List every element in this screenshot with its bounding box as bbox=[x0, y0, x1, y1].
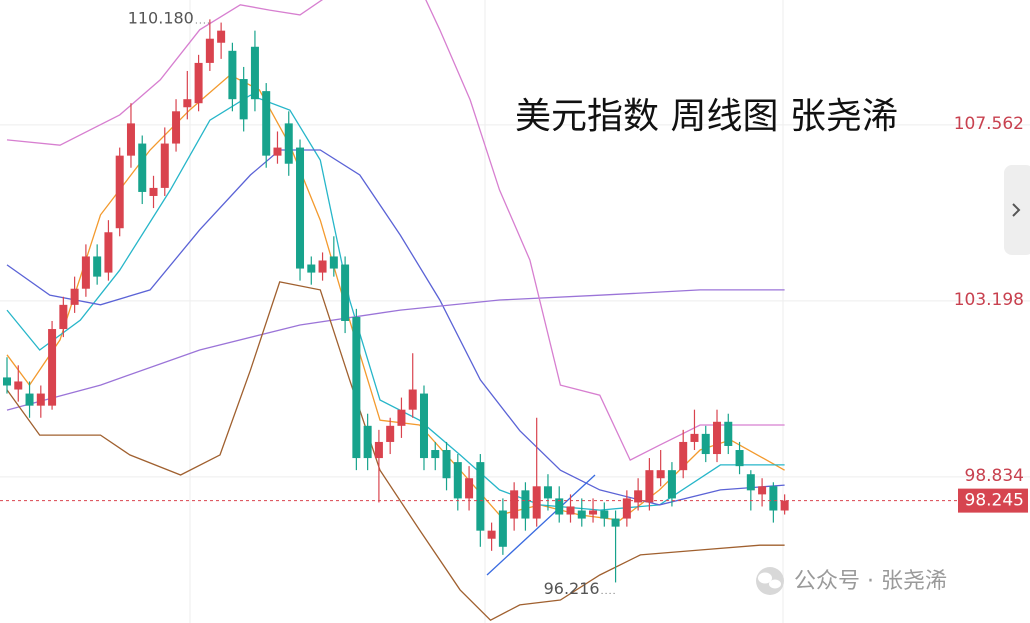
indicator-line bbox=[6, 0, 785, 461]
candle-body bbox=[566, 506, 575, 515]
candle-body bbox=[217, 30, 226, 43]
candle-body bbox=[724, 421, 733, 446]
grid bbox=[0, 124, 1030, 478]
candles bbox=[3, 19, 789, 583]
candle-body bbox=[318, 260, 327, 273]
price-badge bbox=[958, 488, 1028, 513]
indicator-line bbox=[6, 94, 785, 511]
side-toggle[interactable] bbox=[1004, 165, 1030, 255]
indicator-line bbox=[6, 289, 785, 411]
candle-body bbox=[577, 510, 586, 519]
candle-body bbox=[296, 147, 305, 269]
chart-title: 美元指数 周线图 张尧浠 bbox=[515, 96, 898, 137]
y-tick-label: 98.834 bbox=[965, 466, 1024, 486]
y-tick-label: 107.562 bbox=[954, 114, 1024, 134]
candle-body bbox=[645, 470, 654, 503]
candle-body bbox=[476, 462, 485, 531]
high-label: 110.180 bbox=[128, 9, 194, 28]
indicator-lines bbox=[6, 0, 785, 621]
candle-body bbox=[194, 62, 203, 104]
candle-body bbox=[284, 123, 293, 164]
candle-body bbox=[93, 256, 102, 277]
candle-body bbox=[205, 38, 214, 63]
candle-body bbox=[59, 304, 68, 330]
candle-body bbox=[622, 498, 631, 519]
candle-body bbox=[589, 510, 598, 515]
indicator-line bbox=[6, 74, 785, 521]
candle-body bbox=[341, 264, 350, 321]
indicator-line bbox=[6, 281, 785, 621]
candle-body bbox=[183, 99, 192, 108]
candle-body bbox=[329, 256, 338, 269]
candle-body bbox=[780, 500, 789, 511]
candle-body bbox=[555, 498, 564, 515]
candle-body bbox=[634, 490, 643, 503]
price-badge-label: 98.245 bbox=[965, 491, 1024, 511]
candle-body bbox=[408, 389, 417, 410]
candle-body bbox=[374, 441, 383, 459]
candle-body bbox=[126, 123, 135, 156]
candle-body bbox=[769, 486, 778, 511]
candle-body bbox=[690, 433, 699, 442]
candle-body bbox=[228, 50, 237, 100]
candle-body bbox=[386, 425, 395, 442]
candle-body bbox=[510, 490, 519, 519]
candle-body bbox=[70, 288, 79, 305]
candle-body bbox=[149, 187, 158, 196]
candle-body bbox=[36, 393, 45, 406]
candle-body bbox=[352, 316, 361, 459]
y-tick-label: 103.198 bbox=[954, 290, 1024, 310]
candle-body bbox=[532, 486, 541, 519]
candle-body bbox=[25, 393, 34, 406]
candle-body bbox=[431, 450, 440, 459]
watermark-text: 公众号 · 张尧浠 bbox=[794, 569, 947, 594]
candle-body bbox=[48, 329, 57, 406]
low-label: 96.216 bbox=[544, 579, 600, 598]
candle-body bbox=[487, 530, 496, 539]
trend-line bbox=[486, 474, 596, 576]
candle-body bbox=[465, 478, 474, 499]
candle-body bbox=[713, 421, 722, 455]
candle-body bbox=[701, 433, 710, 455]
overlay: 98.834 103.198 107.562 98.245 110.180 96.216 bbox=[0, 9, 1028, 598]
candle-body bbox=[543, 486, 552, 499]
candle-body bbox=[3, 377, 11, 386]
candle-body bbox=[442, 450, 451, 479]
watermark: 公众号 · 张尧浠 bbox=[756, 567, 947, 595]
vertical-grid bbox=[189, 0, 784, 623]
candle-body bbox=[363, 425, 372, 459]
candle-body bbox=[419, 393, 428, 459]
candle-body bbox=[656, 470, 665, 479]
candle-body bbox=[667, 470, 676, 499]
candle-body bbox=[758, 486, 767, 495]
candle-body bbox=[81, 256, 90, 289]
candle-body bbox=[273, 147, 282, 156]
candle-body bbox=[14, 381, 23, 390]
candle-body bbox=[239, 79, 248, 120]
candle-body bbox=[521, 490, 530, 519]
indicator-line bbox=[6, 149, 785, 506]
candle-body bbox=[735, 450, 744, 467]
candle-body bbox=[746, 474, 755, 491]
candle-body bbox=[138, 143, 147, 192]
candle-body bbox=[172, 111, 181, 144]
candle-body bbox=[600, 510, 609, 519]
candle-body bbox=[397, 409, 406, 426]
candle-body bbox=[262, 91, 271, 156]
candle-body bbox=[307, 264, 316, 273]
candle-body bbox=[679, 441, 688, 471]
candle-body bbox=[498, 510, 507, 547]
candle-body bbox=[611, 518, 620, 527]
candle-body bbox=[160, 143, 169, 188]
candle-body bbox=[453, 462, 462, 499]
candle-body bbox=[250, 46, 259, 100]
candle-body bbox=[104, 232, 113, 273]
candle-body bbox=[115, 155, 124, 229]
